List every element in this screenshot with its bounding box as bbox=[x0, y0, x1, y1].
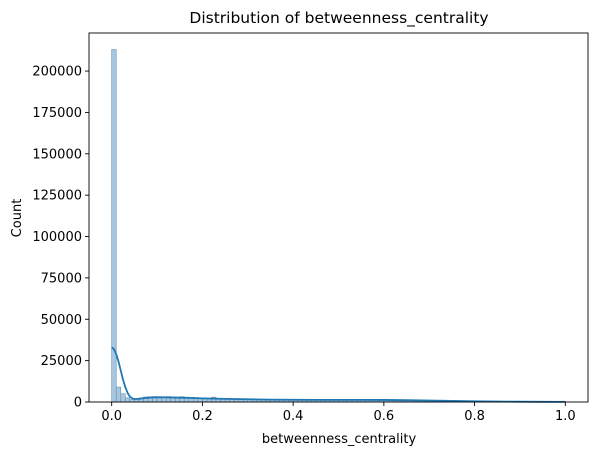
histogram-bar bbox=[124, 397, 131, 403]
x-axis-ticks: 0.0 0.2 0.4 0.6 0.8 1.0 bbox=[101, 402, 576, 424]
y-tick-label: 75000 bbox=[41, 271, 82, 286]
y-tick-label: 200000 bbox=[32, 65, 82, 80]
y-axis-label: Count bbox=[10, 199, 25, 238]
histogram-bar bbox=[120, 393, 126, 403]
y-tick-label: 175000 bbox=[32, 106, 82, 121]
y-tick-label: 100000 bbox=[32, 230, 82, 245]
x-tick-label: 1.0 bbox=[555, 409, 576, 424]
x-tick-label: 0.4 bbox=[283, 409, 304, 424]
plot-frame bbox=[88, 32, 589, 403]
histogram-bar bbox=[115, 386, 122, 403]
y-tick-label: 150000 bbox=[32, 147, 82, 162]
x-tick-label: 0.2 bbox=[192, 409, 213, 424]
y-axis-ticks: 0 25000 50000 75000 100000 125000 150000 175000… bbox=[32, 65, 89, 411]
x-tick-label: 0.6 bbox=[374, 409, 395, 424]
y-tick-label: 125000 bbox=[32, 189, 82, 204]
y-tick-label: 0 bbox=[74, 396, 82, 411]
y-tick-label: 25000 bbox=[41, 354, 82, 369]
x-tick-label: 0.8 bbox=[464, 409, 485, 424]
x-tick-label: 0.0 bbox=[101, 409, 122, 424]
y-tick-label: 50000 bbox=[41, 313, 82, 328]
kde-curve bbox=[111, 346, 566, 403]
chart-title: Distribution of betweenness_centrality bbox=[189, 9, 488, 28]
x-axis-label: betweenness_centrality bbox=[262, 432, 417, 447]
